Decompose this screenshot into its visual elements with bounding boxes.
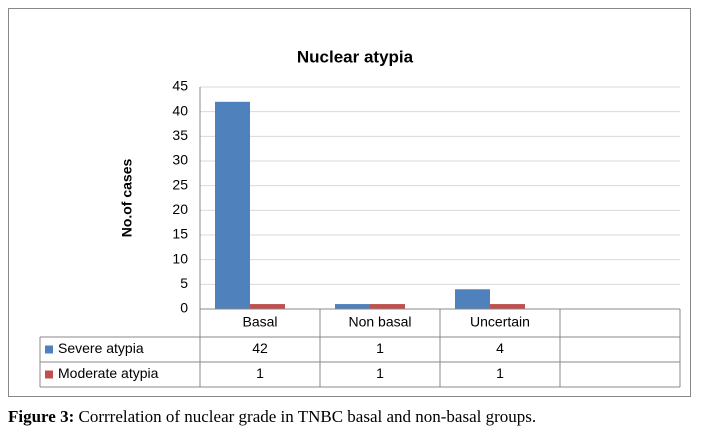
- legend-label: Moderate atypia: [58, 365, 159, 381]
- table-value: 1: [496, 365, 504, 381]
- caption-label: Figure 3:: [8, 407, 75, 426]
- table-value: 4: [496, 340, 504, 356]
- caption-text: Corrrelation of nuclear grade in TNBC ba…: [74, 407, 537, 426]
- table-value: 42: [252, 340, 268, 356]
- table-value: 1: [256, 365, 264, 381]
- y-tick-label: 20: [172, 201, 188, 217]
- legend-swatch: [45, 370, 53, 379]
- y-axis-label: No.of cases: [119, 158, 135, 237]
- y-tick-label: 30: [172, 152, 188, 168]
- bar: [370, 304, 405, 309]
- y-tick-label: 45: [172, 78, 188, 94]
- bar: [215, 101, 250, 309]
- x-tick-label: Uncertain: [470, 314, 530, 330]
- bar: [250, 304, 285, 309]
- y-tick-label: 10: [172, 250, 188, 266]
- legend-swatch: [45, 345, 53, 354]
- y-tick-label: 0: [180, 300, 188, 316]
- bar: [455, 289, 490, 309]
- legend-label: Severe atypia: [58, 340, 144, 356]
- x-tick-label: Non basal: [348, 314, 411, 330]
- y-tick-label: 25: [172, 176, 188, 192]
- chart-frame: [8, 8, 691, 397]
- table-value: 1: [376, 340, 384, 356]
- y-tick-label: 35: [172, 127, 188, 143]
- table-value: 1: [376, 365, 384, 381]
- bar: [335, 304, 370, 309]
- y-tick-label: 15: [172, 226, 188, 242]
- y-tick-label: 40: [172, 102, 188, 118]
- chart-title: Nuclear atypia: [297, 47, 414, 66]
- bar: [490, 304, 525, 309]
- y-tick-label: 5: [180, 275, 188, 291]
- x-tick-label: Basal: [242, 314, 277, 330]
- caption: Figure 3: Corrrelation of nuclear grade …: [8, 407, 536, 427]
